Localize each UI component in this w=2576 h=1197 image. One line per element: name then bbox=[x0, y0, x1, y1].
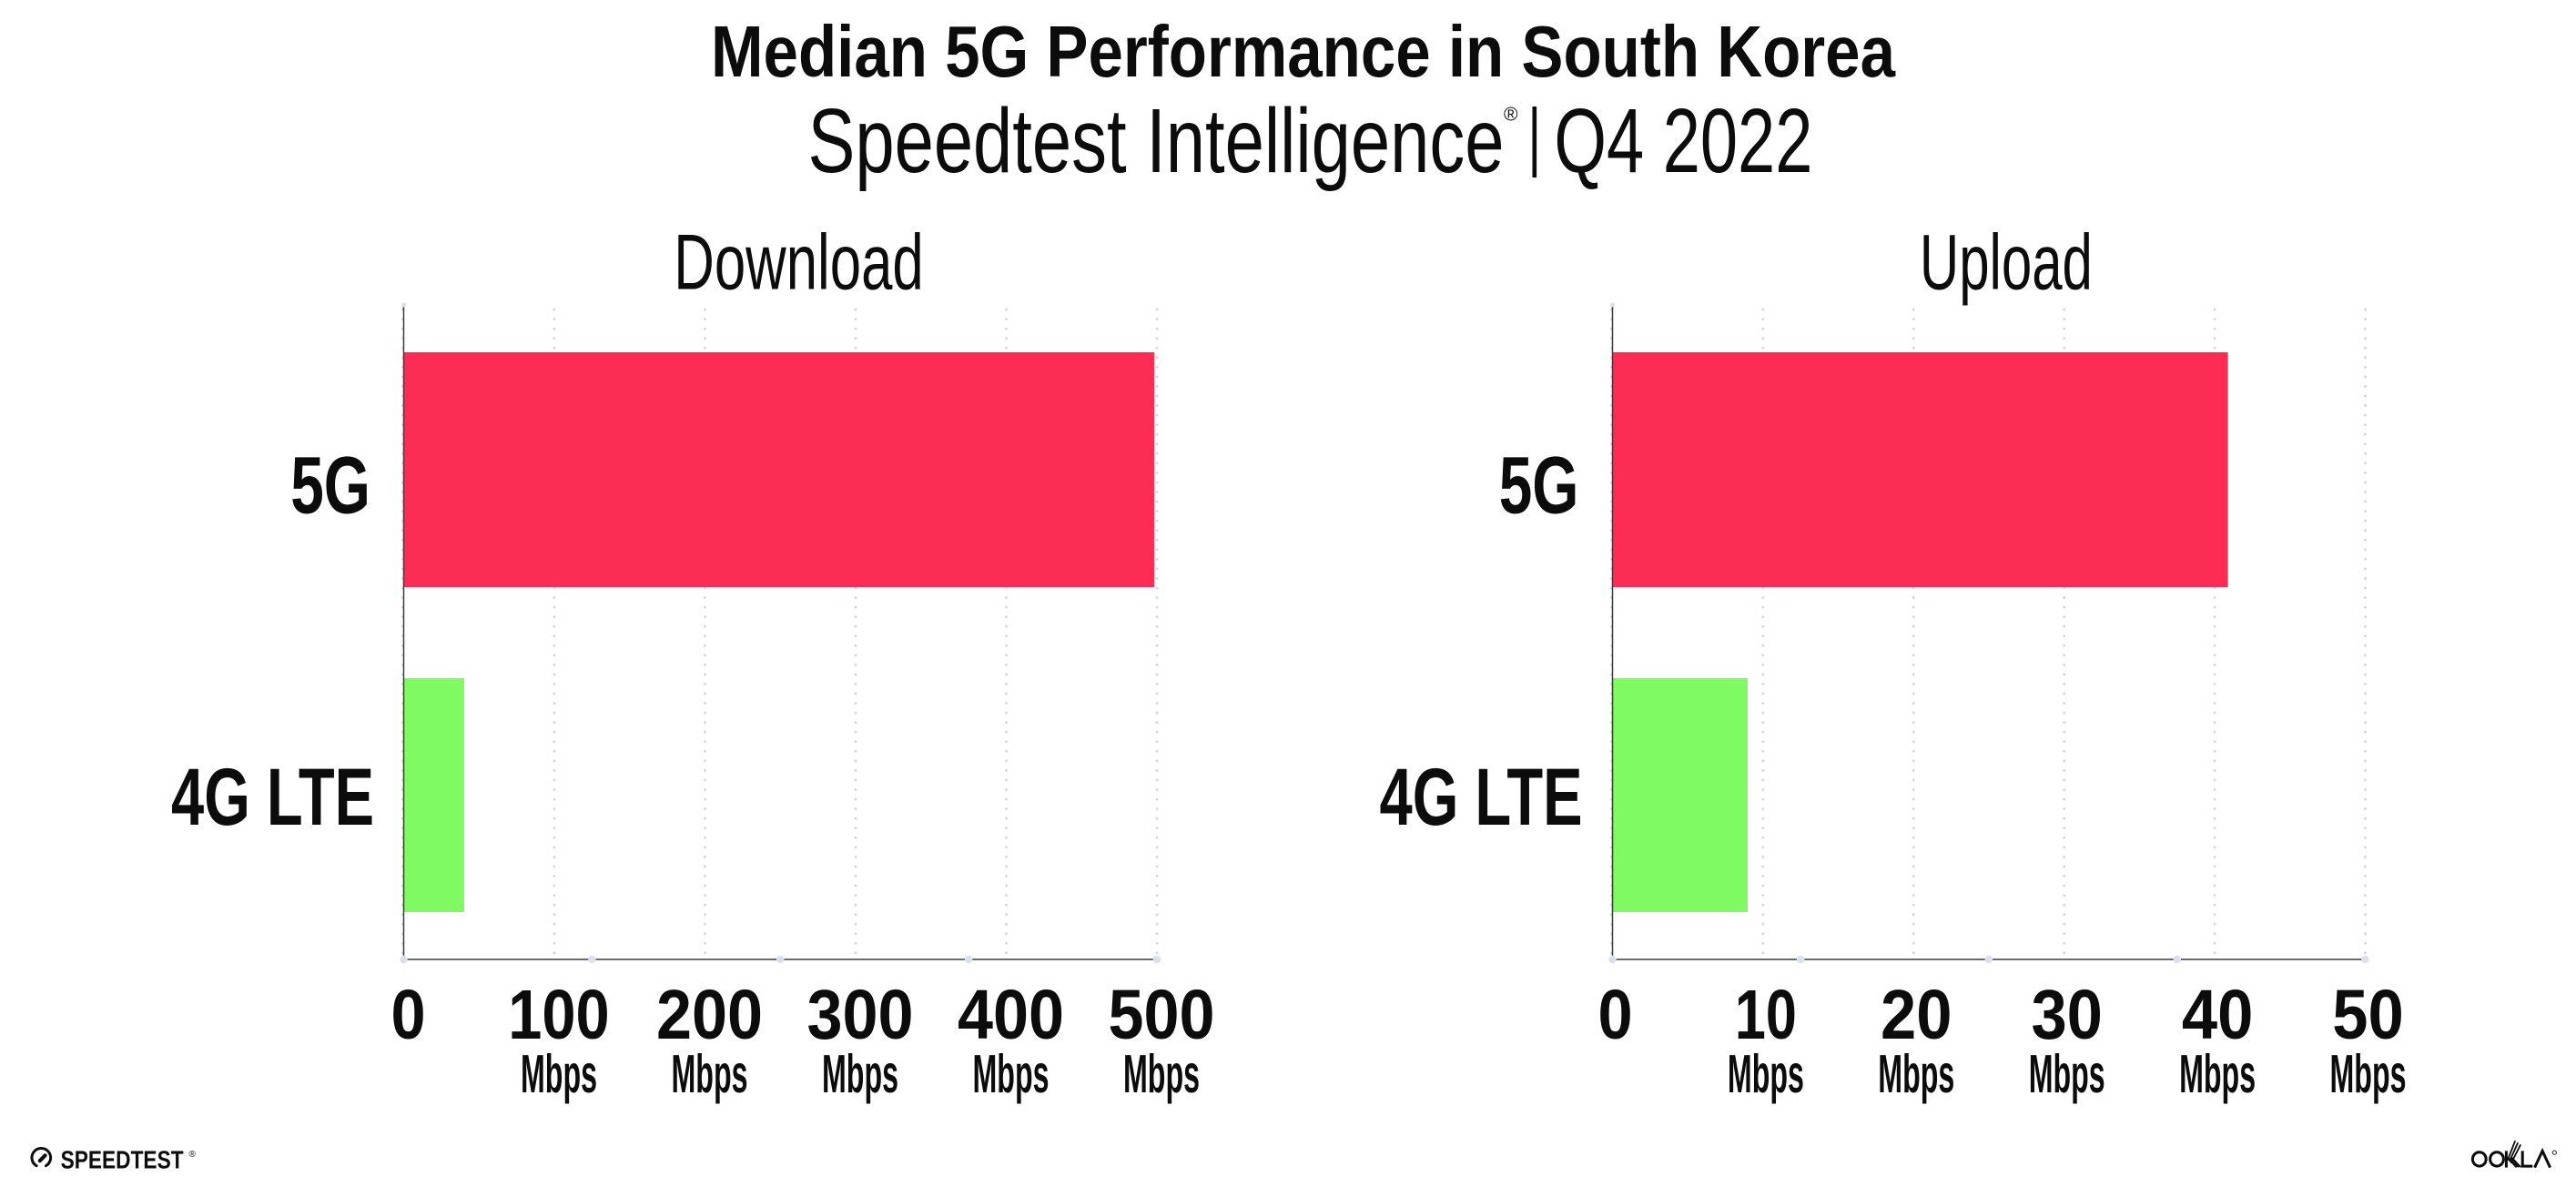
svg-text:30: 30 bbox=[2031, 976, 2103, 1054]
svg-text:0: 0 bbox=[390, 976, 425, 1054]
svg-text:Mbps: Mbps bbox=[1878, 1043, 1954, 1104]
svg-text:500: 500 bbox=[1109, 976, 1215, 1054]
svg-text:5G: 5G bbox=[290, 439, 370, 530]
svg-text:Mbps: Mbps bbox=[672, 1043, 748, 1104]
svg-text:Mbps: Mbps bbox=[2330, 1043, 2407, 1104]
svg-text:Mbps: Mbps bbox=[973, 1043, 1050, 1104]
svg-text:Median 5G Performance in South: Median 5G Performance in South Korea bbox=[711, 11, 1895, 92]
svg-text:200: 200 bbox=[656, 976, 763, 1054]
svg-text:Download: Download bbox=[674, 219, 923, 307]
svg-text:5G: 5G bbox=[1499, 439, 1579, 530]
svg-text:4G LTE: 4G LTE bbox=[171, 751, 374, 842]
svg-text:4G LTE: 4G LTE bbox=[1380, 751, 1583, 842]
svg-text:Q4 2022: Q4 2022 bbox=[1554, 90, 1812, 192]
svg-text:Mbps: Mbps bbox=[521, 1043, 597, 1104]
svg-text:Mbps: Mbps bbox=[2029, 1043, 2105, 1104]
svg-text:0: 0 bbox=[1597, 976, 1632, 1054]
svg-text:Speedtest Intelligence: Speedtest Intelligence bbox=[808, 90, 1505, 192]
svg-text:10: 10 bbox=[1735, 976, 1797, 1054]
svg-text:Mbps: Mbps bbox=[2179, 1043, 2256, 1104]
svg-text:400: 400 bbox=[958, 976, 1064, 1054]
svg-text:300: 300 bbox=[807, 976, 914, 1054]
svg-text:20: 20 bbox=[1881, 976, 1952, 1054]
svg-text:Mbps: Mbps bbox=[822, 1043, 898, 1104]
svg-text:Mbps: Mbps bbox=[1123, 1043, 1200, 1104]
svg-text:40: 40 bbox=[2182, 976, 2254, 1054]
svg-text:100: 100 bbox=[508, 976, 609, 1054]
svg-text:50: 50 bbox=[2332, 976, 2404, 1054]
svg-text:®: ® bbox=[1504, 105, 1518, 126]
svg-text:Upload: Upload bbox=[1920, 219, 2093, 307]
svg-text:SPEEDTEST: SPEEDTEST bbox=[61, 1146, 184, 1174]
svg-text:®: ® bbox=[189, 1150, 197, 1160]
svg-text:Mbps: Mbps bbox=[1728, 1043, 1804, 1104]
